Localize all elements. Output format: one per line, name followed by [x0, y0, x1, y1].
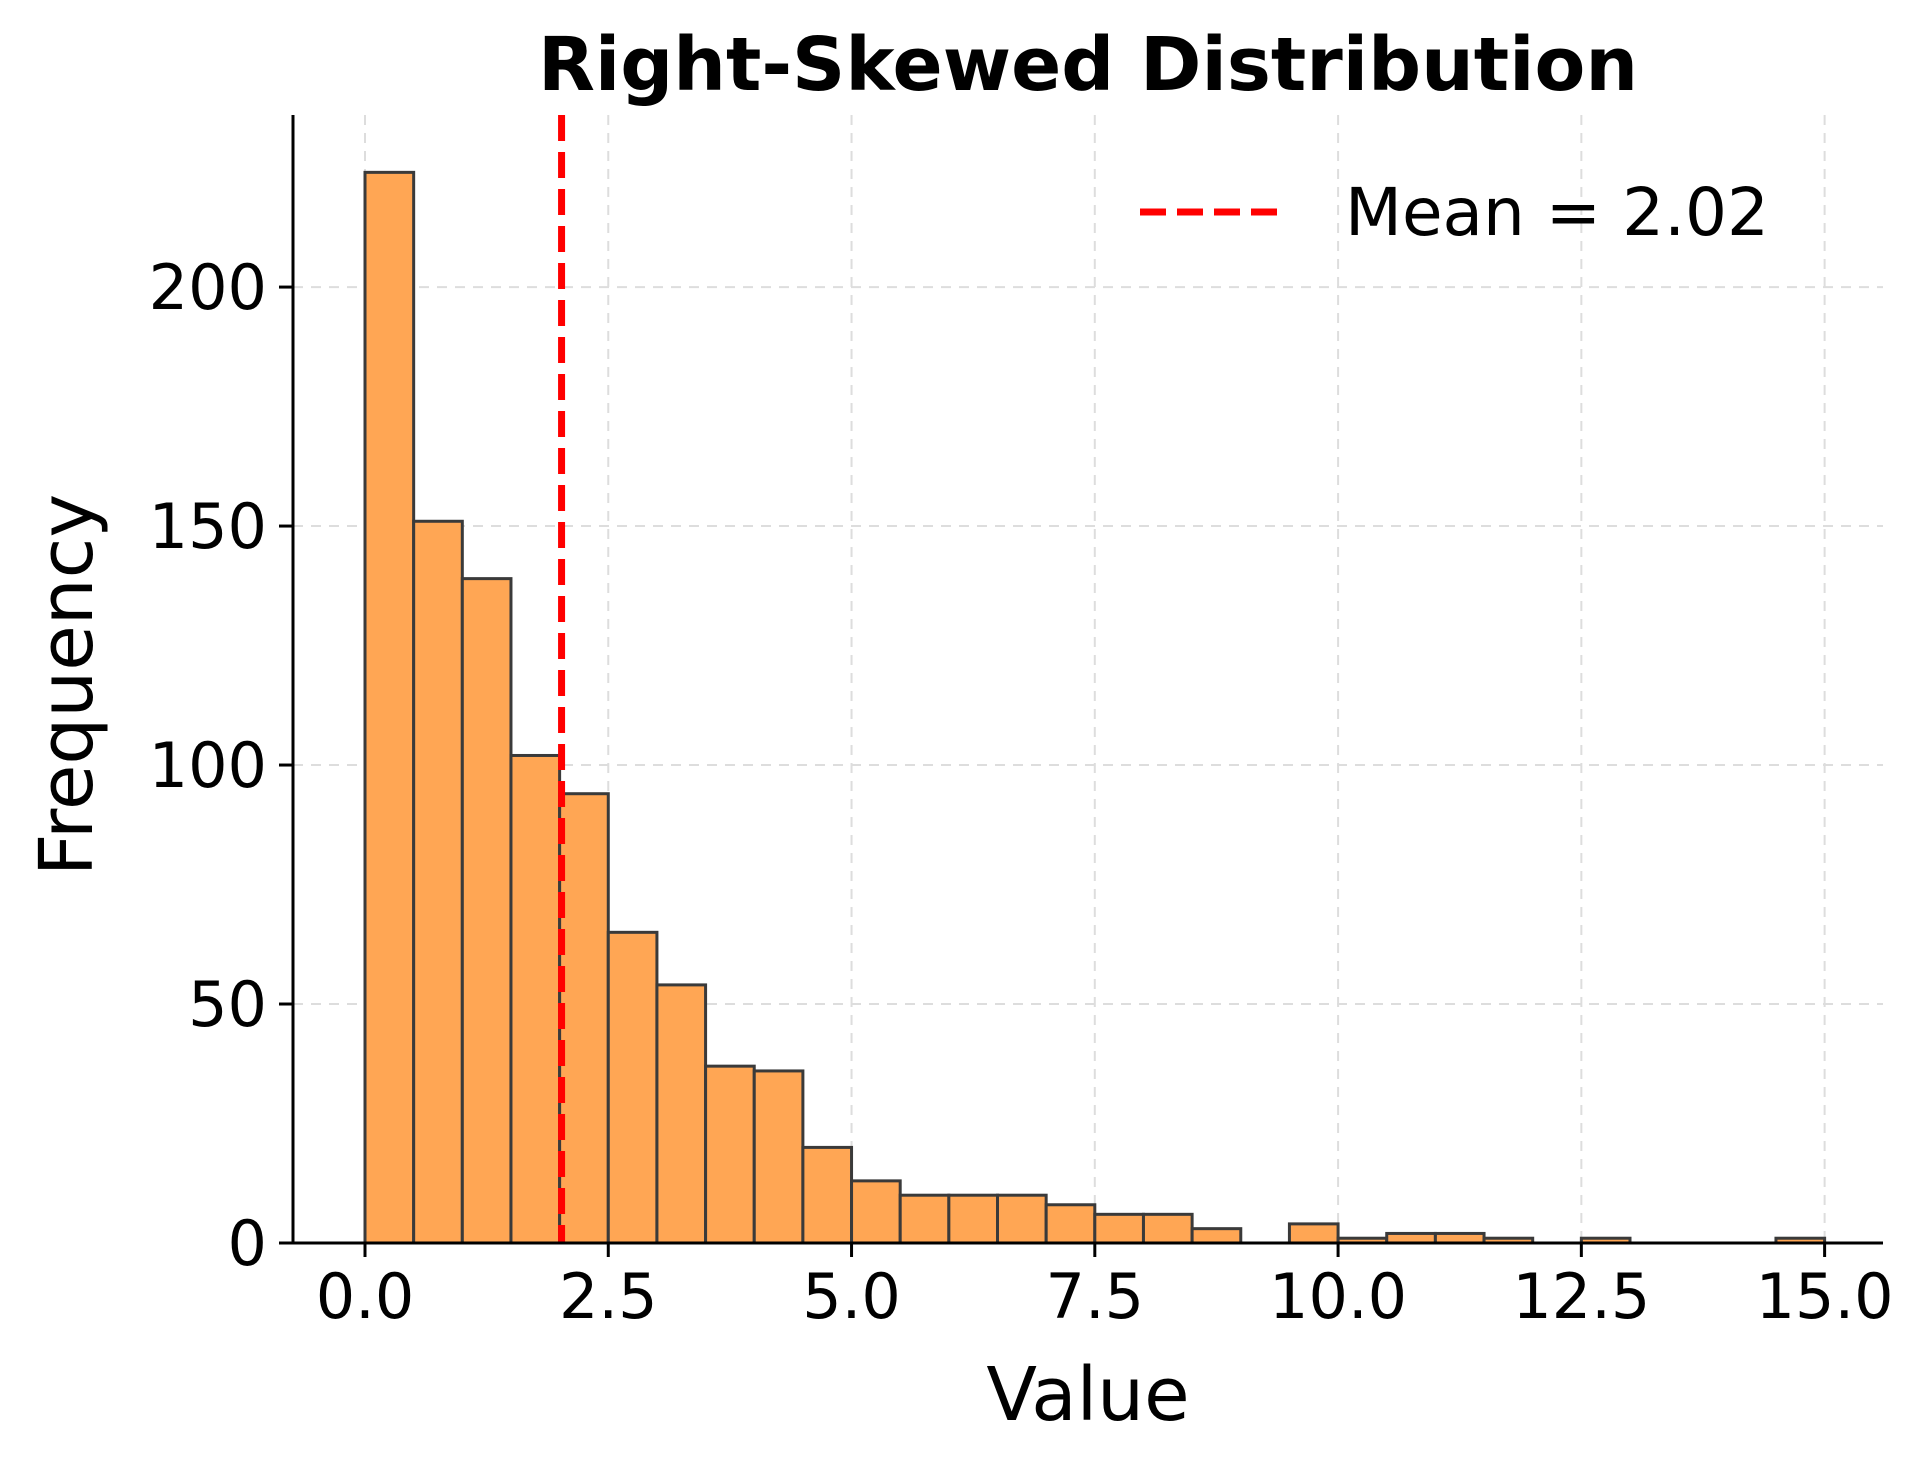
histogram-bar — [752, 1069, 805, 1245]
histogram-bar — [460, 577, 513, 1245]
x-tick-label: 15.0 — [1756, 1260, 1894, 1333]
histogram-bar — [1093, 1212, 1145, 1245]
histogram-bar — [704, 1064, 756, 1245]
histogram-bar — [898, 1193, 951, 1245]
histogram-bars — [363, 170, 1827, 1245]
x-tick-label: 5.0 — [802, 1260, 901, 1333]
x-tick-label: 12.5 — [1512, 1260, 1650, 1333]
y-tick-label: 0 — [228, 1207, 267, 1280]
histogram-bar — [509, 753, 562, 1245]
histogram-bar — [1287, 1222, 1340, 1245]
x-tick-label: 0.0 — [316, 1260, 415, 1333]
y-tick-label: 200 — [149, 251, 267, 324]
x-axis-label: Value — [986, 1352, 1189, 1438]
axes — [291, 115, 1883, 1245]
x-tick-label: 2.5 — [559, 1260, 658, 1333]
legend: Mean = 2.02 — [1140, 174, 1769, 251]
y-tick-label: 150 — [149, 490, 267, 563]
x-tick-label: 10.0 — [1269, 1260, 1407, 1333]
y-tick-label: 100 — [149, 729, 267, 802]
chart-title: Right-Skewed Distribution — [538, 22, 1638, 108]
histogram-bar — [363, 170, 416, 1245]
y-tick-label: 50 — [188, 968, 267, 1041]
histogram-bar — [850, 1179, 902, 1245]
legend-mean-label: Mean = 2.02 — [1345, 174, 1769, 251]
histogram-bar — [1044, 1203, 1097, 1245]
histogram-bar — [1190, 1227, 1243, 1245]
histogram-bar — [996, 1193, 1048, 1245]
x-tick-label: 7.5 — [1046, 1260, 1145, 1333]
histogram-bar — [801, 1145, 854, 1245]
x-ticks: 0.0 2.5 5.0 7.5 10.0 12.5 15.0 — [316, 1243, 1894, 1333]
grid-lines — [293, 115, 1883, 1244]
histogram-bar — [947, 1193, 1000, 1245]
histogram-bar — [412, 519, 464, 1245]
y-ticks: 0 50 100 150 200 — [149, 251, 293, 1280]
y-axis-label: Frequency — [24, 494, 110, 876]
histogram-bar — [655, 983, 708, 1245]
histogram-bar — [606, 930, 659, 1245]
histogram-bar — [558, 792, 610, 1245]
histogram-bar — [1141, 1212, 1194, 1245]
